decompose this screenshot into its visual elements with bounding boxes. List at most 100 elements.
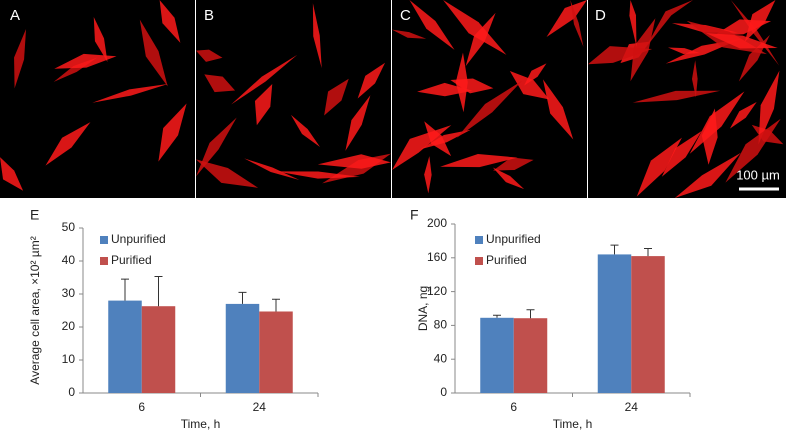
y-axis-label: Average cell area, ×10² µm²	[28, 236, 42, 384]
cell	[93, 16, 108, 62]
scale-bar-label: 100 µm	[736, 167, 780, 182]
cell	[231, 54, 298, 105]
cell	[492, 167, 525, 190]
cell	[409, 0, 455, 50]
legend-label: Purified	[486, 253, 527, 267]
bar	[141, 306, 176, 393]
micrographs	[0, 0, 786, 198]
error-bar	[644, 248, 652, 257]
x-tick-label: 6	[138, 400, 145, 414]
legend-swatch	[100, 257, 108, 265]
error-bar	[526, 309, 535, 319]
cell	[691, 60, 698, 98]
cell	[636, 137, 682, 197]
cell	[324, 78, 349, 116]
error-bar	[154, 276, 163, 307]
bar	[597, 254, 632, 393]
cell	[456, 80, 523, 138]
bar	[259, 311, 293, 393]
cell	[244, 158, 300, 180]
legend-label: Unpurified	[111, 232, 166, 246]
cell	[159, 0, 181, 43]
panel-label: F	[410, 207, 419, 223]
cell	[54, 53, 117, 69]
cell	[317, 154, 391, 169]
bar	[631, 256, 665, 393]
y-tick-label: 0	[68, 385, 75, 399]
cell	[725, 118, 781, 183]
panel-label: B	[204, 7, 214, 24]
cell	[392, 125, 452, 171]
cell	[196, 49, 223, 62]
y-tick-label: 80	[434, 318, 448, 332]
cell	[701, 108, 718, 165]
panel-label: D	[595, 7, 606, 24]
cell	[705, 32, 778, 49]
cell	[204, 74, 236, 93]
cell	[254, 84, 273, 126]
cell	[92, 83, 169, 103]
error-bar	[272, 298, 280, 312]
bar	[108, 300, 142, 393]
bar	[480, 317, 514, 393]
panel-label: A	[10, 7, 20, 24]
x-tick-label: 24	[625, 400, 639, 414]
cell	[276, 171, 361, 179]
cell	[424, 156, 432, 194]
cell	[509, 71, 550, 100]
legend-swatch	[475, 257, 483, 265]
legend-label: Purified	[111, 253, 152, 267]
cell	[139, 19, 168, 87]
bar	[225, 303, 260, 393]
y-tick-label: 200	[427, 216, 447, 230]
error-bar	[238, 291, 247, 304]
x-tick-label: 24	[253, 400, 267, 414]
cell	[424, 121, 452, 157]
cell	[345, 95, 371, 151]
cell	[0, 157, 24, 191]
cell	[455, 52, 468, 113]
cell	[674, 152, 741, 198]
y-tick-label: 0	[440, 385, 447, 399]
bar	[513, 318, 548, 393]
cell	[730, 0, 780, 66]
cell	[443, 0, 507, 55]
cell	[661, 130, 702, 177]
cell	[45, 122, 91, 166]
cell	[570, 0, 584, 47]
cell	[729, 102, 757, 129]
error-bar	[610, 244, 619, 255]
cell	[440, 153, 518, 168]
y-tick-label: 160	[427, 250, 447, 264]
cell	[196, 117, 237, 177]
legend-label: Unpurified	[486, 232, 541, 246]
y-tick-label: 120	[427, 284, 447, 298]
cell	[524, 63, 547, 86]
x-tick-label: 6	[510, 400, 517, 414]
cell	[392, 29, 427, 39]
cell	[588, 46, 653, 65]
cell	[632, 90, 721, 103]
y-tick-label: 50	[62, 220, 76, 234]
cell	[629, 0, 637, 47]
cell	[158, 103, 187, 162]
cell	[196, 159, 259, 188]
panel-label: C	[400, 7, 411, 24]
legend-swatch	[475, 236, 483, 244]
error-bar	[493, 314, 501, 318]
cell	[312, 3, 322, 69]
cell	[758, 70, 780, 145]
y-tick-label: 20	[62, 319, 76, 333]
cell	[493, 157, 534, 171]
y-tick-label: 40	[434, 351, 448, 365]
x-axis-label: Time, h	[553, 417, 593, 431]
y-tick-label: 10	[62, 352, 76, 366]
cell	[542, 79, 574, 140]
y-tick-label: 30	[62, 286, 76, 300]
cell	[668, 47, 701, 55]
error-bar	[121, 278, 129, 301]
cell	[546, 0, 587, 37]
micrograph	[392, 0, 587, 198]
y-axis-label: DNA, ng	[416, 286, 430, 331]
